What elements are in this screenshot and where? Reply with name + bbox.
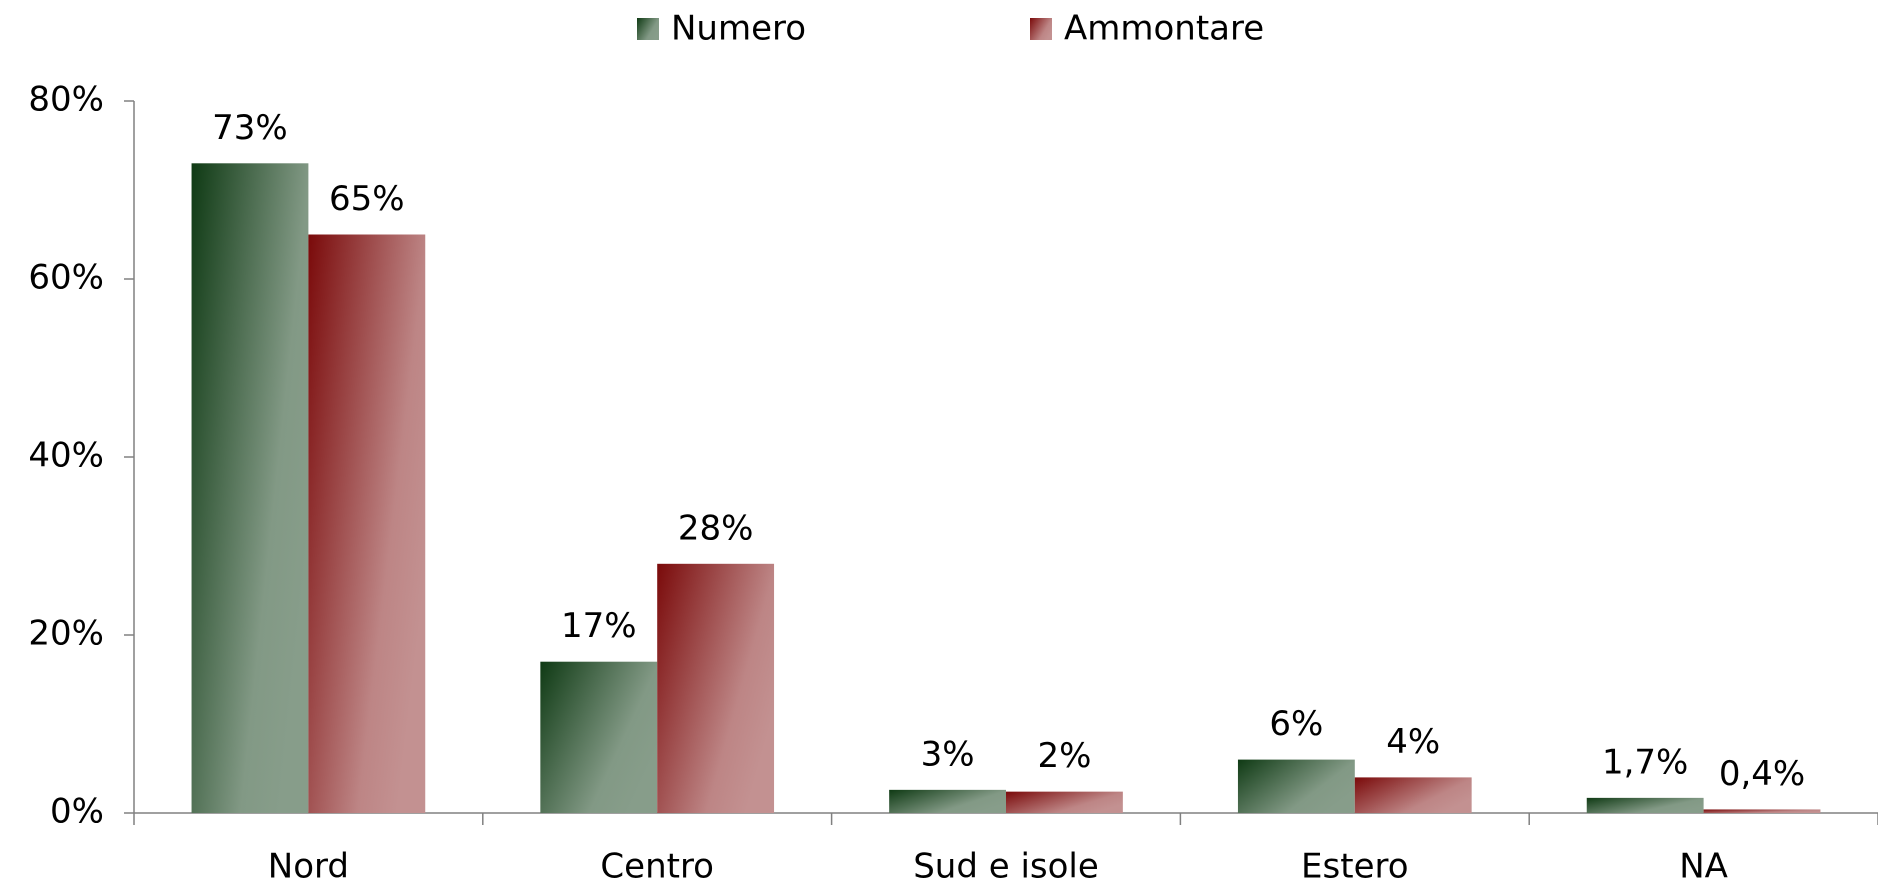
bar [540, 661, 658, 813]
bar [1354, 777, 1472, 813]
x-tick-label: NA [1679, 847, 1728, 886]
bar [889, 789, 1006, 813]
bar [1237, 759, 1355, 813]
data-label: 1,7% [1602, 742, 1688, 782]
data-label: 28% [678, 508, 754, 548]
data-label: 4% [1386, 722, 1440, 762]
bar [191, 163, 309, 814]
data-label: 65% [329, 179, 405, 219]
y-tick-label: 80% [28, 80, 104, 120]
legend-swatch [637, 18, 659, 40]
data-label: 6% [1269, 704, 1323, 744]
bar [657, 563, 775, 813]
bar [308, 234, 426, 813]
bar [1703, 809, 1821, 813]
legend-swatch [1030, 18, 1052, 40]
data-label: 2% [1037, 736, 1091, 776]
legend-label: Ammontare [1064, 9, 1264, 49]
x-tick-label: Nord [268, 847, 349, 886]
x-tick-label: Centro [600, 847, 714, 886]
bar [1586, 797, 1704, 813]
data-label: 17% [561, 606, 637, 646]
x-tick-label: Estero [1301, 847, 1408, 886]
legend-label: Numero [671, 9, 806, 49]
data-label: 0,4% [1719, 754, 1805, 794]
y-tick-label: 40% [28, 436, 104, 476]
data-label: 3% [921, 734, 975, 774]
y-tick-label: 20% [28, 614, 104, 654]
data-label: 73% [212, 108, 288, 148]
bar [1006, 791, 1123, 813]
y-tick-label: 0% [50, 792, 104, 832]
y-tick-label: 60% [28, 258, 104, 298]
x-tick-label: Sud e isole [913, 847, 1099, 886]
